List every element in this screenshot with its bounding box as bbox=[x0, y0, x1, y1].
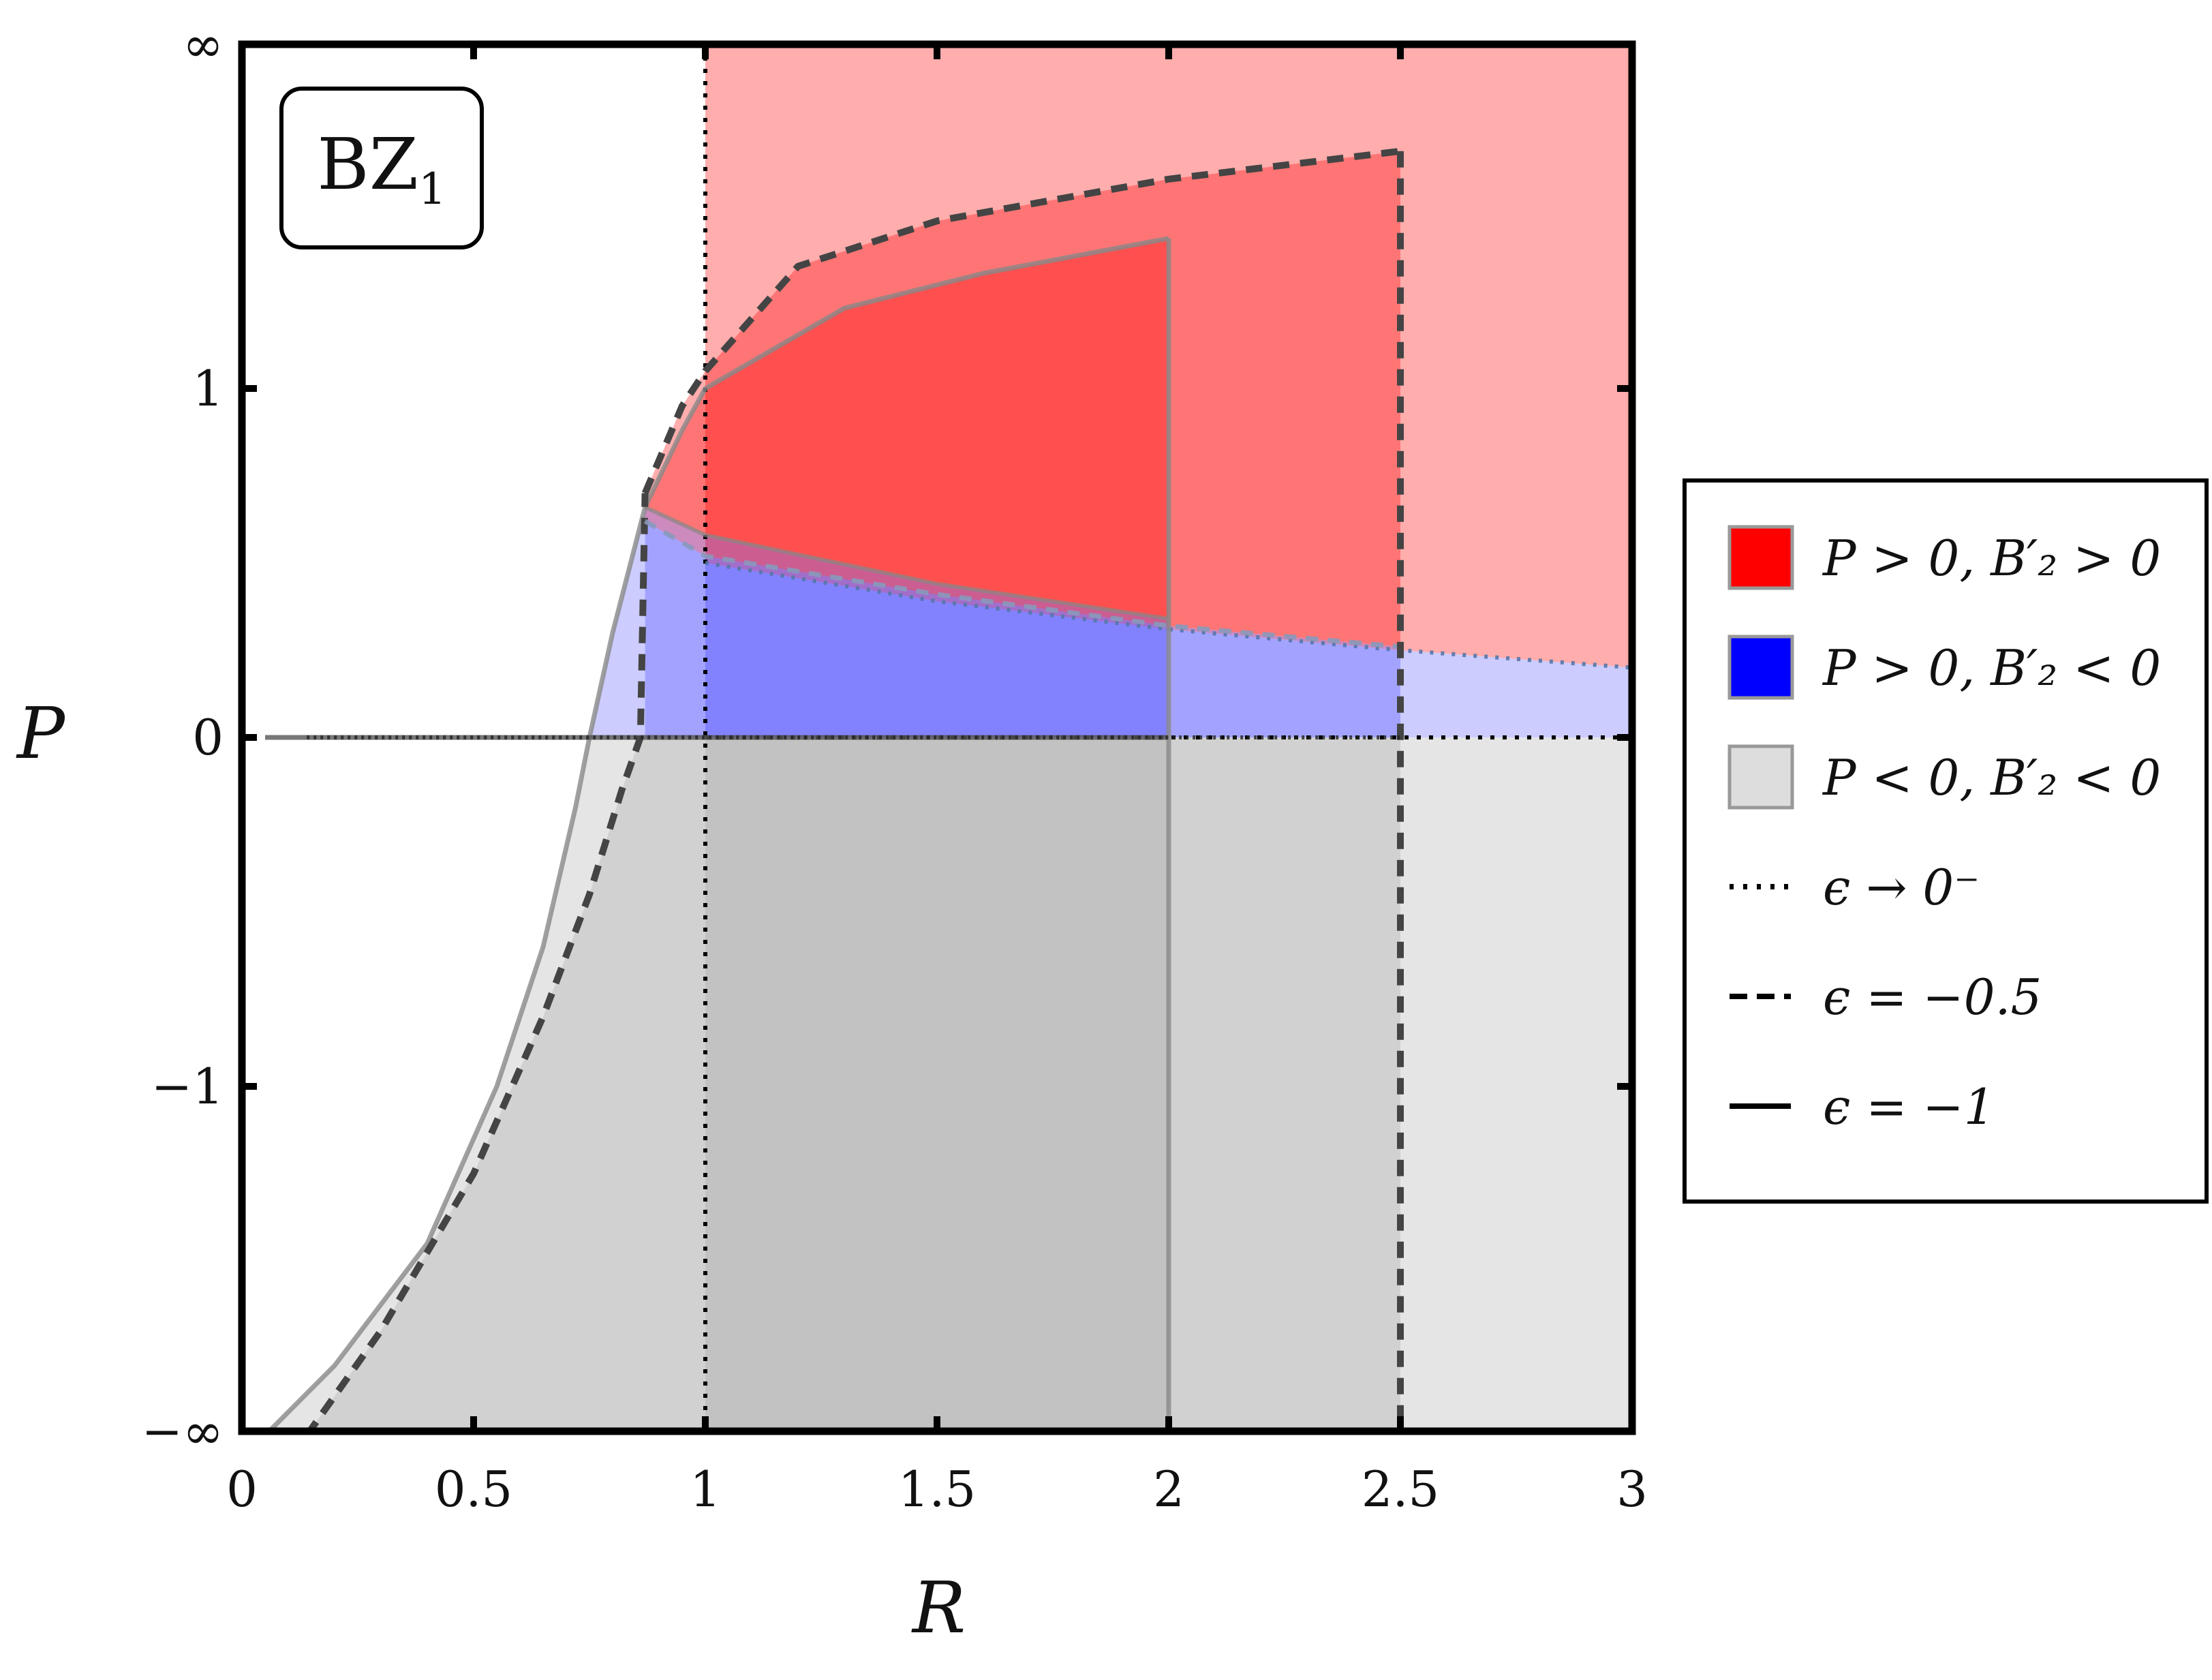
zone-badge: BZ1 bbox=[279, 87, 484, 249]
legend-swatch bbox=[1727, 525, 1794, 590]
eps1-b2-boundary bbox=[644, 505, 1169, 621]
zone-badge-box bbox=[279, 87, 484, 249]
legend-label: P > 0, B′₂ > 0 bbox=[1822, 530, 2161, 587]
legend-items: P > 0, B′₂ > 0 P > 0, B′₂ < 0 P < 0, B′₂ <… bbox=[1727, 525, 2161, 1135]
legend-label: ϵ → 0⁻ bbox=[1823, 859, 1980, 916]
eps05-b2-boundary bbox=[643, 519, 1401, 650]
region-blue-eps1 bbox=[589, 507, 1169, 737]
y-tick-label: −1 bbox=[151, 1058, 224, 1115]
region-blue-eps05 bbox=[645, 521, 1400, 737]
y-axis-label: P bbox=[16, 692, 66, 775]
legend-label: ϵ = −1 bbox=[1823, 1078, 1995, 1135]
legend-box bbox=[1683, 478, 2209, 1204]
legend-item: ϵ → 0⁻ bbox=[1730, 859, 1980, 916]
legend-swatch bbox=[1727, 635, 1794, 700]
tick-labels: 0 0.5 1 1.5 2 2.5 3 −∞ −1 0 1 ∞ bbox=[142, 16, 1648, 1518]
eps1-lower-curve bbox=[266, 737, 592, 1431]
region-red-eps05 bbox=[645, 151, 1400, 647]
x-tick-label: 3 bbox=[1616, 1461, 1648, 1518]
zone-badge-label: BZ1 bbox=[317, 123, 446, 215]
legend-item: ϵ = −0.5 bbox=[1730, 968, 2042, 1026]
eps05-upper-curve bbox=[641, 147, 1401, 495]
x-tick-label: 0.5 bbox=[435, 1461, 513, 1518]
zone-badge-sub: 1 bbox=[418, 164, 446, 215]
y-tick-label: 1 bbox=[192, 360, 224, 417]
legend-item: P < 0, B′₂ < 0 bbox=[1727, 744, 2161, 810]
x-tick-label: 1 bbox=[690, 1461, 721, 1518]
legend-item: P > 0, B′₂ > 0 bbox=[1727, 525, 2161, 590]
legend: P > 0, B′₂ > 0 P > 0, B′₂ < 0 P < 0, B′₂ <… bbox=[1683, 478, 2209, 1204]
x-tick-label: 0 bbox=[226, 1461, 258, 1518]
region-red-eps1 bbox=[645, 238, 1169, 619]
zone-badge-main: BZ bbox=[317, 123, 418, 206]
x-axis-label: R bbox=[911, 1566, 966, 1649]
region-grey-eps05 bbox=[307, 737, 1400, 1431]
boundary-curves bbox=[265, 44, 1632, 1431]
eps05-lower-curve bbox=[305, 493, 649, 1431]
axis-ticks bbox=[239, 41, 1635, 1435]
y-tick-label: ∞ bbox=[183, 16, 224, 73]
legend-item: ϵ = −1 bbox=[1730, 1078, 1995, 1135]
x-tick-label: 1.5 bbox=[898, 1461, 977, 1518]
y-tick-label: −∞ bbox=[142, 1403, 224, 1460]
legend-item: P > 0, B′₂ < 0 bbox=[1727, 635, 2161, 700]
legend-swatch bbox=[1727, 744, 1794, 810]
legend-label: ϵ = −0.5 bbox=[1823, 968, 2042, 1026]
region-grey-eps1 bbox=[265, 737, 1169, 1431]
x-tick-label: 2 bbox=[1153, 1461, 1184, 1518]
y-tick-label: 0 bbox=[192, 709, 224, 766]
x-tick-label: 2.5 bbox=[1362, 1461, 1440, 1518]
legend-label: P < 0, B′₂ < 0 bbox=[1822, 749, 2161, 806]
legend-label: P > 0, B′₂ < 0 bbox=[1822, 639, 2161, 697]
eps1-upper-curve bbox=[587, 236, 1169, 738]
